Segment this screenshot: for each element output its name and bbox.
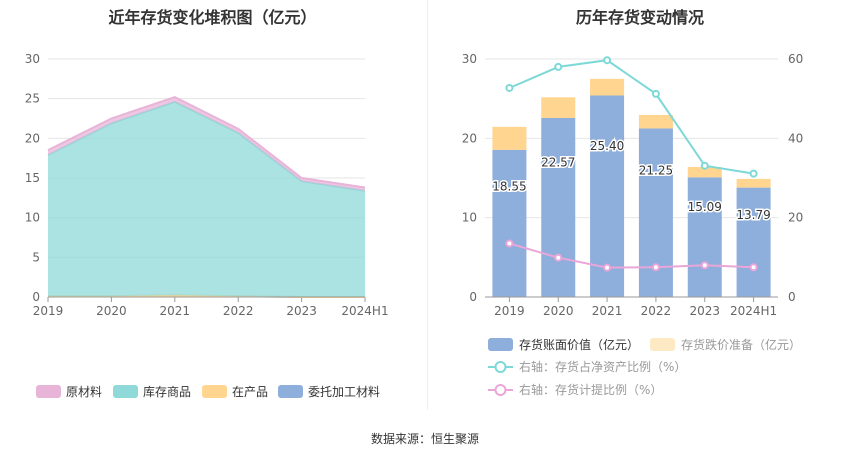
- x-tick-label: 2024H1: [341, 304, 388, 318]
- legend-swatch: [488, 338, 513, 351]
- area-finished_goods: [48, 101, 365, 297]
- legend-item: 库存商品: [113, 384, 191, 399]
- bar-group: [687, 166, 722, 297]
- legend-item: 委托加工材料: [278, 385, 380, 399]
- y-tick-label: 0: [32, 290, 40, 304]
- line-point: [505, 83, 514, 92]
- legend-label: 委托加工材料: [308, 385, 380, 399]
- y2-tick-label: 40: [788, 131, 803, 145]
- bar-book-value: [736, 187, 771, 297]
- line-point: [700, 161, 709, 170]
- bar-data-label: 25.40: [590, 139, 624, 153]
- y-tick-label: 10: [25, 211, 40, 225]
- legend-item: 右轴：存货占净资产比例（%）: [488, 359, 686, 374]
- line-point: [603, 263, 612, 272]
- line-point: [651, 263, 660, 272]
- bar-impairment: [541, 97, 576, 118]
- inventory-bar-chart: 0 10 20 30 0 20 40 60 2019 2020 2021 2022 2023 2024H1…: [462, 52, 804, 397]
- stacked-area-chart: 0 5 10 15 20 25 30 2019 2020 2021 2022 2023 2024H1 原材…: [25, 52, 389, 399]
- legend-item: 存货账面价值（亿元）: [488, 337, 639, 352]
- y-tick-label: 10: [462, 211, 477, 225]
- legend-label: 右轴：存货占净资产比例（%）: [519, 359, 686, 374]
- bar-group: [541, 97, 576, 297]
- x-tick-label: 2024H1: [730, 304, 777, 318]
- bar-impairment: [638, 114, 673, 129]
- y-tick-label: 30: [462, 52, 477, 66]
- x-tick-label: 2023: [286, 304, 317, 318]
- legend-item: 存货跌价准备（亿元）: [650, 337, 801, 352]
- line-series-ratio_line: [505, 56, 758, 178]
- legend-item: 原材料: [36, 385, 102, 399]
- line-point: [749, 263, 758, 272]
- line-point: [554, 62, 563, 71]
- data-source: 数据来源：恒生聚源: [370, 432, 479, 446]
- bar-book-value: [492, 149, 527, 297]
- right-chart-title: 历年存货变动情况: [575, 8, 704, 27]
- legend-label: 右轴：存货计提比例（%）: [519, 382, 662, 397]
- legend-label: 存货跌价准备（亿元）: [681, 337, 801, 352]
- y-tick-label: 5: [32, 250, 40, 264]
- line-point: [651, 89, 660, 98]
- line-path: [509, 59, 754, 175]
- bar-group: [590, 78, 625, 297]
- bar-impairment: [736, 178, 771, 188]
- legend-item: 在产品: [202, 385, 268, 399]
- area-raw_material: [48, 97, 365, 191]
- y-tick-label: 25: [25, 92, 40, 106]
- line-point: [700, 261, 709, 270]
- y-tick-label: 30: [25, 52, 40, 66]
- legend-swatch: [113, 385, 138, 398]
- x-tick-label: 2020: [543, 304, 574, 318]
- bar-data-label: 22.57: [541, 156, 575, 170]
- x-tick-label: 2019: [33, 304, 64, 318]
- y-tick-label: 0: [469, 290, 477, 304]
- bar-data-label: 15.09: [688, 200, 722, 214]
- y2-tick-label: 60: [788, 52, 803, 66]
- x-tick-label: 2022: [223, 304, 254, 318]
- legend-item: 右轴：存货计提比例（%）: [488, 382, 662, 397]
- line-point: [749, 169, 758, 178]
- y2-tick-label: 20: [788, 211, 803, 225]
- line-point: [505, 239, 514, 248]
- x-tick-label: 2019: [494, 304, 525, 318]
- legend-label: 库存商品: [143, 384, 191, 399]
- legend-marker: [494, 384, 507, 396]
- line-path: [509, 242, 754, 269]
- x-tick-label: 2021: [592, 304, 623, 318]
- x-tick-label: 2022: [641, 304, 672, 318]
- left-chart-title: 近年存货变化堆积图（亿元）: [108, 8, 317, 27]
- legend-label: 原材料: [66, 385, 102, 399]
- line-point: [603, 56, 612, 65]
- bar-group: [492, 126, 527, 297]
- y-tick-label: 15: [25, 171, 40, 185]
- bar-impairment: [687, 166, 722, 178]
- bar-book-value: [590, 95, 625, 297]
- legend-swatch: [36, 385, 61, 398]
- legend-swatch: [278, 385, 303, 398]
- bar-group: [736, 178, 771, 297]
- x-tick-label: 2021: [160, 304, 191, 318]
- legend-label: 在产品: [232, 385, 268, 399]
- legend-marker: [494, 361, 507, 373]
- x-tick-label: 2023: [689, 304, 720, 318]
- line-point: [554, 253, 563, 262]
- bar-book-value: [638, 128, 673, 297]
- bar-impairment: [590, 78, 625, 96]
- bar-data-label: 13.79: [736, 208, 770, 222]
- bar-book-value: [687, 177, 722, 297]
- legend-swatch: [650, 338, 675, 351]
- panel-divider: [427, 0, 428, 410]
- bar-data-label: 18.55: [492, 180, 526, 194]
- legend-swatch: [202, 385, 227, 398]
- bar-data-label: 21.25: [639, 164, 673, 178]
- y-tick-label: 20: [462, 131, 477, 145]
- area-edge-raw_material: [47, 96, 366, 189]
- line-series-provision_line: [505, 239, 758, 272]
- legend-label: 存货账面价值（亿元）: [519, 337, 639, 352]
- bar-book-value: [541, 117, 576, 297]
- bar-impairment: [492, 126, 527, 150]
- y-tick-label: 20: [25, 131, 40, 145]
- y2-tick-label: 0: [788, 290, 796, 304]
- x-tick-label: 2020: [96, 304, 127, 318]
